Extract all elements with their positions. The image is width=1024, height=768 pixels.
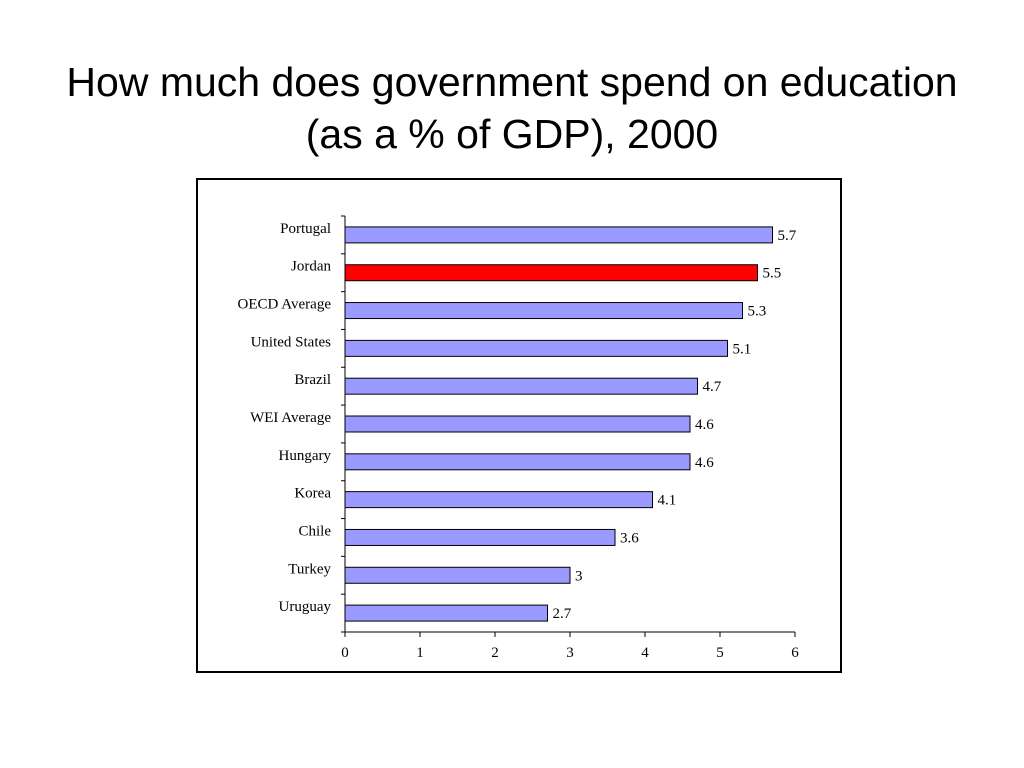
x-tick-label: 3 (566, 645, 574, 661)
category-label: Hungary (279, 448, 332, 464)
category-label: WEI Average (250, 410, 331, 426)
data-label: 5.5 (763, 266, 782, 282)
bar (344, 226, 773, 244)
category-label: Korea (294, 486, 331, 502)
category-label: Portugal (280, 221, 331, 237)
bar (344, 566, 571, 584)
category-label: Turkey (288, 561, 331, 577)
data-label: 4.7 (703, 379, 722, 395)
data-label: 5.3 (748, 304, 767, 320)
bar (344, 415, 691, 433)
x-tick-label: 1 (416, 645, 424, 661)
data-label: 4.1 (658, 493, 677, 509)
category-label: Brazil (294, 372, 331, 388)
bar (344, 339, 728, 357)
data-label: 5.7 (778, 228, 797, 244)
data-label: 3 (575, 568, 583, 584)
bar (344, 264, 758, 282)
chart-frame: 0 1 2 3 4 5 6 Portugal 5.7 Jordan 5.5 OECD Average 5… (196, 178, 842, 673)
x-tick-label: 5 (716, 645, 724, 661)
category-label: Jordan (291, 259, 331, 275)
page-title: How much does government spend on educat… (66, 59, 958, 157)
x-tick-label: 6 (791, 645, 799, 661)
bar (344, 491, 653, 509)
bar (344, 302, 743, 320)
bar (344, 377, 698, 395)
x-tick-label: 4 (641, 645, 649, 661)
category-label: Chile (299, 523, 332, 539)
data-label: 4.6 (695, 417, 714, 433)
data-label: 3.6 (620, 530, 639, 546)
bar (344, 453, 691, 471)
bar-chart: 0 1 2 3 4 5 6 Portugal 5.7 Jordan 5.5 OECD Average 5… (238, 215, 799, 661)
data-label: 2.7 (553, 606, 572, 622)
bar (344, 528, 616, 546)
category-label: Uruguay (279, 599, 332, 615)
x-tick-label: 2 (491, 645, 499, 661)
bar (344, 604, 548, 622)
data-label: 5.1 (733, 341, 752, 357)
x-tick-label: 0 (341, 645, 349, 661)
category-label: United States (251, 334, 332, 350)
data-label: 4.6 (695, 455, 714, 471)
category-label: OECD Average (238, 297, 332, 313)
